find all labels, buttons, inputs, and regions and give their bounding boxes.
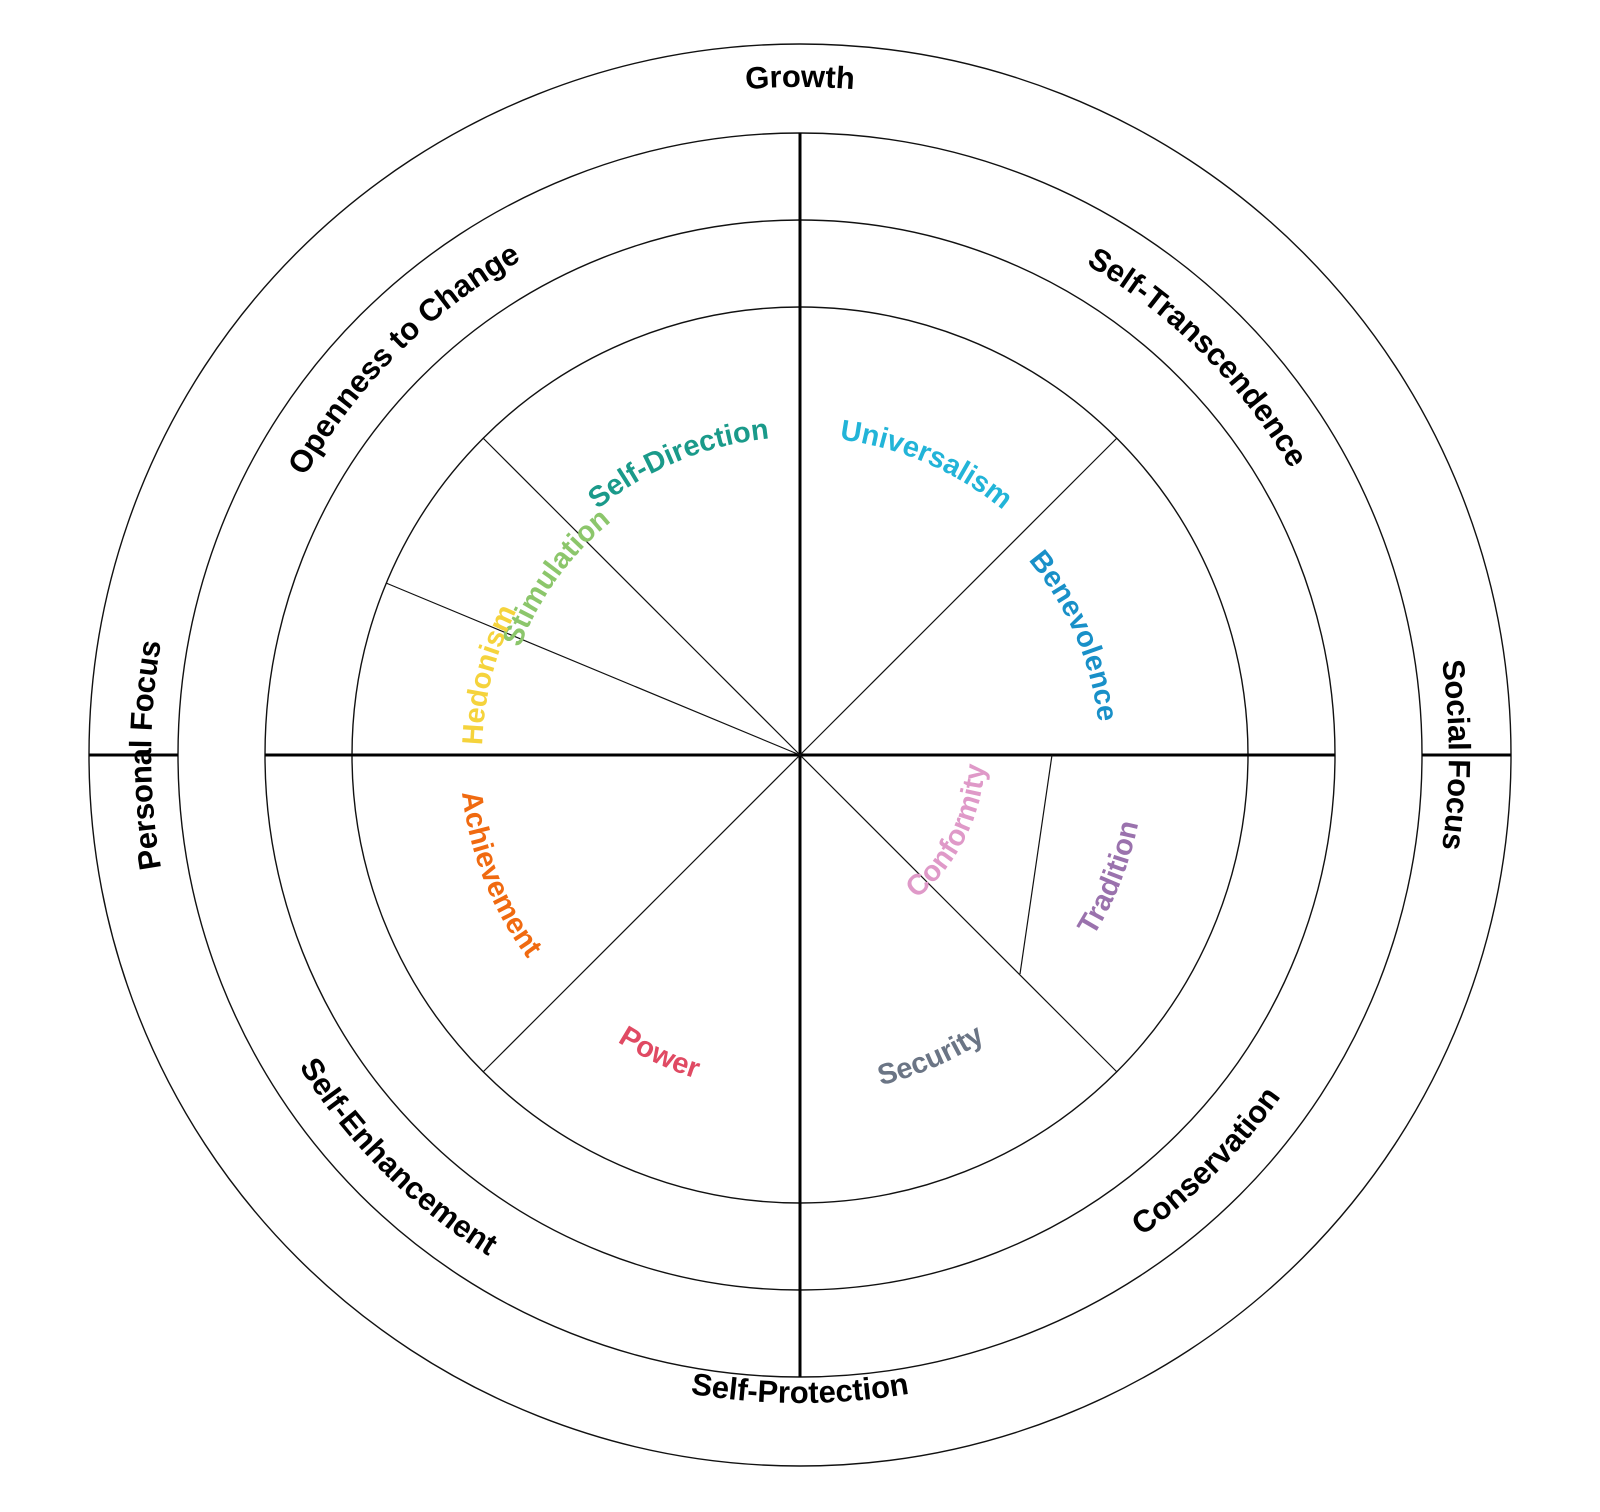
value-security: Security: [874, 1019, 989, 1092]
divider-universalism-benevolence: [799, 437, 1118, 756]
divider-achievement-power: [482, 754, 801, 1073]
value-hedonism: Hedonism: [457, 600, 523, 746]
value-power: Power: [614, 1020, 704, 1085]
divider-conformity-tradition: [1019, 754, 1053, 975]
value-benevolence: Benevolence: [1023, 544, 1123, 723]
divider-stimulation-hedonism: [385, 582, 801, 756]
label-social-focus: Social Focus: [1436, 657, 1478, 852]
value-universalism: Universalism: [838, 415, 1018, 516]
value-achievement: Achievement: [455, 789, 548, 963]
value-self-direction: Self-Direction: [582, 414, 770, 516]
divider-conformity-security: [799, 754, 1118, 1073]
value-conformity: Conformity: [900, 762, 992, 904]
value-tradition: Tradition: [1072, 818, 1145, 941]
label-growth: Growth: [744, 59, 856, 96]
divider-selfdirection-stimulation: [482, 437, 801, 756]
